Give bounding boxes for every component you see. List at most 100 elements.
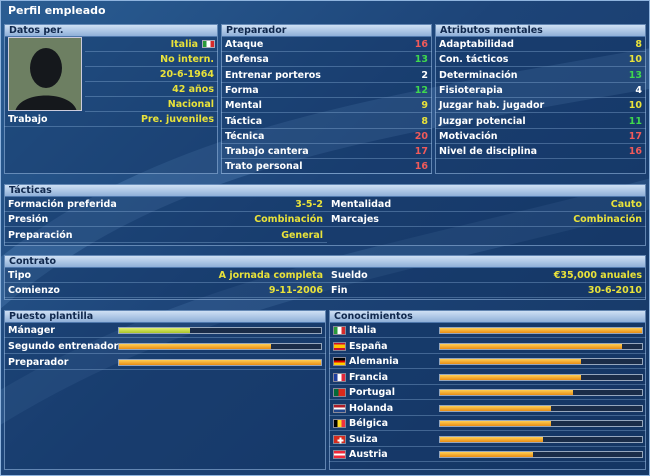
preparador-attr-label: Entrenar porteros — [225, 69, 321, 81]
international-row: No intern. — [85, 52, 218, 67]
conocimiento-level-fill — [440, 374, 582, 380]
birthdate-row: 20-6-1964 — [85, 67, 218, 82]
austria-flag-icon — [333, 450, 346, 459]
job-label: Trabajo — [8, 114, 48, 125]
preparador-attr-value: 16 — [414, 39, 428, 50]
conocimiento-level-fill — [440, 343, 622, 349]
sueldo-value: €35,000 anuales — [553, 270, 642, 281]
portugal-flag-icon — [333, 388, 346, 397]
tipo-value: A jornada completa — [218, 270, 323, 281]
preparador-attr-value: 9 — [421, 100, 428, 112]
mental-row: Determinación 13 — [435, 68, 646, 83]
conocimiento-level-fill — [440, 421, 552, 426]
conocimiento-label: Bélgica — [349, 418, 389, 429]
conocimiento-level-fill — [440, 390, 574, 395]
presion-value: Combinación — [254, 214, 323, 225]
conocimiento-label: Francia — [349, 371, 389, 383]
conocimiento-row: Alemania — [329, 354, 646, 369]
conocimiento-level-bar — [439, 435, 643, 443]
level-row: Nacional — [85, 97, 218, 112]
level-value: Nacional — [167, 99, 214, 110]
fin-label: Fin — [331, 285, 348, 296]
mental-attr-value: 10 — [628, 100, 642, 112]
conocimiento-level-fill — [440, 405, 552, 411]
contrato-panel: Contrato — [4, 255, 646, 300]
conocimiento-label: España — [349, 340, 388, 352]
preparacion-value: General — [281, 230, 323, 241]
mental-row: Con. tácticos 10 — [435, 52, 646, 68]
mental-attr-label: Nivel de disciplina — [439, 146, 538, 158]
puesto-row: Mánager — [4, 323, 326, 338]
conocimiento-level-fill — [440, 452, 533, 457]
fin-value: 30-6-2010 — [587, 285, 642, 296]
puesto-level-bar — [118, 343, 322, 350]
conocimiento-row: Holanda — [329, 401, 646, 416]
marcajes-label: Marcajes — [331, 214, 379, 225]
job-row: Trabajo Pre. juveniles — [4, 112, 218, 127]
marcajes-value: Combinación — [573, 214, 642, 225]
preparador-row: Entrenar porteros 2 — [221, 68, 432, 83]
conocimiento-level-fill — [440, 436, 544, 442]
conocimiento-label: Portugal — [349, 387, 395, 398]
mental-attr-value: 8 — [635, 39, 642, 50]
conocimiento-level-bar — [439, 342, 643, 350]
mentalidad-value: Cauto — [610, 199, 642, 210]
preparador-attr-label: Técnica — [225, 130, 265, 142]
mental-attr-label: Adaptabilidad — [439, 39, 514, 50]
preparador-panel: Preparador — [221, 24, 432, 174]
preparacion-row: Preparación General — [4, 228, 327, 243]
switzerland-flag-icon — [333, 434, 346, 444]
preparacion-label: Preparación — [8, 230, 73, 241]
mental-attr-label: Juzgar hab. jugador — [439, 100, 545, 112]
puesto-label: Segundo entrenador — [8, 341, 119, 352]
preparador-row: Trato personal 16 — [221, 159, 432, 175]
puesto-label: Mánager — [8, 325, 55, 336]
netherlands-flag-icon — [333, 403, 346, 413]
spain-flag-icon — [333, 341, 346, 351]
mental-header: Atributos mentales — [436, 25, 645, 37]
conocimiento-label: Alemania — [349, 356, 399, 367]
conocimiento-level-bar — [439, 389, 643, 396]
puesto-level-fill — [119, 360, 321, 365]
mental-attr-value: 16 — [628, 146, 642, 158]
preparador-attr-label: Táctica — [225, 115, 263, 127]
fin-row: Fin 30-6-2010 — [327, 283, 646, 298]
preparador-row: Mental 9 — [221, 98, 432, 114]
age-row: 42 años — [85, 82, 218, 97]
mental-attr-value: 17 — [628, 130, 642, 142]
preparador-attr-label: Ataque — [225, 39, 264, 50]
formacion-value: 3-5-2 — [295, 199, 323, 210]
conocimiento-row: Bélgica — [329, 416, 646, 431]
preparador-attr-value: 17 — [414, 146, 428, 158]
presion-row: Presión Combinación — [4, 212, 327, 227]
preparador-attr-value: 8 — [421, 115, 428, 127]
comienzo-label: Comienzo — [8, 285, 60, 296]
conocimiento-label: Holanda — [349, 402, 394, 414]
puesto-row: Segundo entrenador — [4, 339, 326, 354]
preparador-row: Técnica 20 — [221, 129, 432, 144]
conocimiento-label: Austria — [349, 449, 388, 460]
germany-flag-icon — [333, 357, 346, 366]
preparador-attr-value: 2 — [421, 69, 428, 81]
employee-photo — [8, 37, 82, 111]
preparador-row: Ataque 16 — [221, 37, 432, 52]
preparador-header: Preparador — [222, 25, 431, 37]
mental-attr-label: Determinación — [439, 69, 518, 81]
tacticas-panel: Tácticas — [4, 184, 646, 246]
nationality-row: Italia — [85, 37, 218, 52]
birthdate-value: 20-6-1964 — [159, 69, 214, 80]
mental-attr-label: Juzgar potencial — [439, 115, 526, 127]
italy-flag-icon — [202, 40, 215, 48]
mental-attr-value: 11 — [628, 115, 642, 127]
mental-attr-label: Fisioterapia — [439, 84, 503, 96]
personal-header: Datos per. — [5, 25, 217, 37]
tipo-label: Tipo — [8, 270, 32, 281]
formacion-label: Formación preferida — [8, 199, 117, 210]
preparador-attr-value: 12 — [414, 84, 428, 96]
mental-row: Fisioterapia 4 — [435, 83, 646, 98]
conocimiento-level-bar — [439, 327, 643, 334]
tacticas-header: Tácticas — [5, 185, 645, 197]
france-flag-icon — [333, 372, 346, 382]
preparador-attr-label: Trato personal — [225, 161, 303, 173]
preparador-attr-label: Forma — [225, 84, 259, 96]
